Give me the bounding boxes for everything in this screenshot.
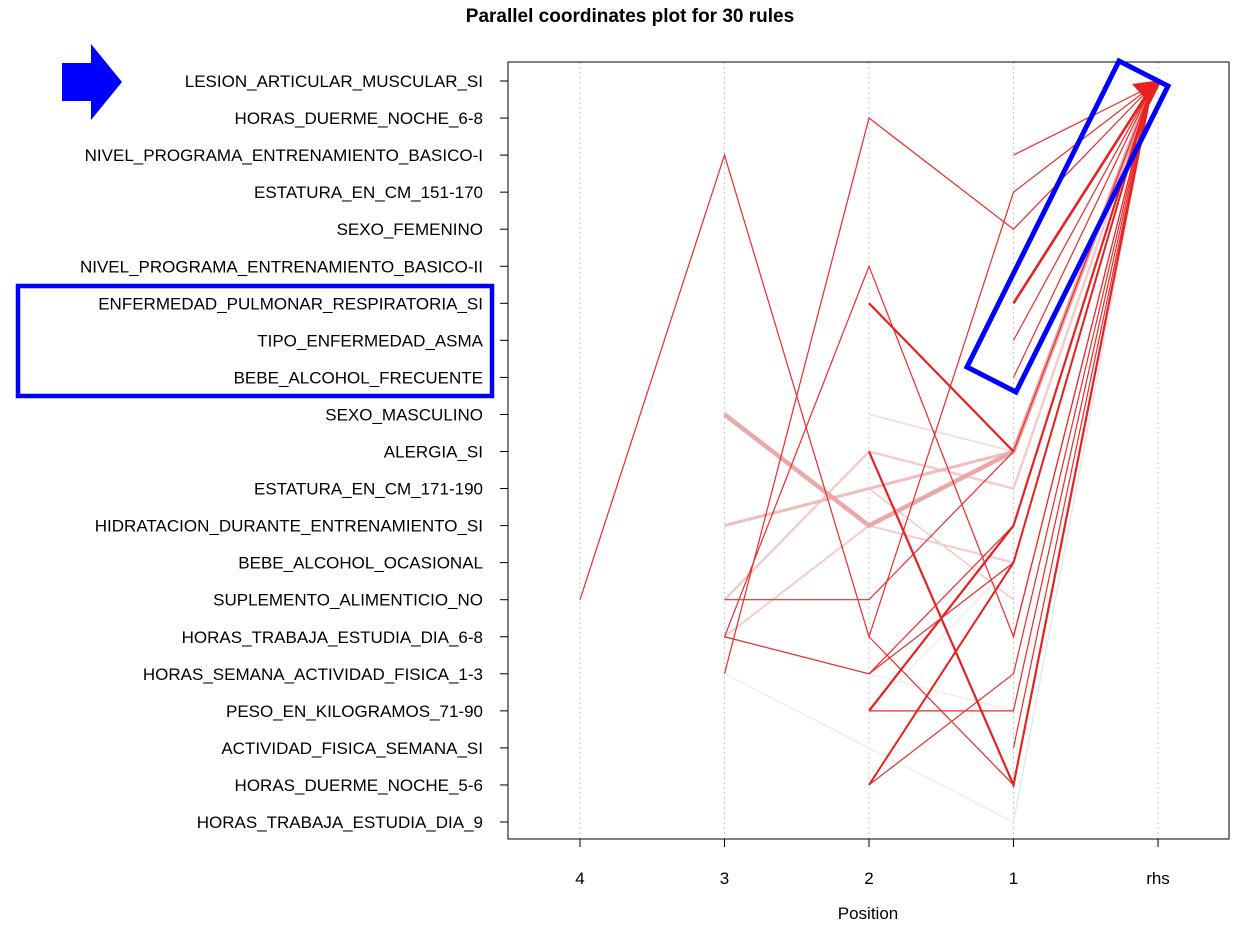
rule-line bbox=[723, 85, 1153, 639]
x-tick-label: 4 bbox=[575, 869, 584, 888]
x-tick-label: 2 bbox=[864, 869, 873, 888]
item-label: TIPO_ENFERMEDAD_ASMA bbox=[257, 331, 483, 350]
rule-line bbox=[723, 85, 1153, 638]
rule-line bbox=[868, 487, 1014, 601]
item-label: ESTATURA_EN_CM_171-190 bbox=[254, 480, 483, 499]
rule-line bbox=[868, 85, 1153, 712]
item-label: HORAS_SEMANA_ACTIVIDAD_FISICA_1-3 bbox=[143, 665, 483, 684]
rule-line bbox=[1012, 85, 1153, 341]
item-label: NIVEL_PROGRAMA_ENTRENAMIENTO_BASICO-II bbox=[80, 257, 483, 276]
rule-lines bbox=[579, 80, 1162, 824]
rule-line bbox=[1013, 85, 1153, 156]
highlight-box-rules bbox=[963, 57, 1172, 396]
item-label: ESTATURA_EN_CM_151-170 bbox=[254, 183, 483, 202]
pointer-arrow bbox=[62, 44, 122, 120]
item-label: HORAS_DUERME_NOCHE_5-6 bbox=[235, 776, 483, 795]
item-labels: LESION_ARTICULAR_MUSCULAR_SI HORAS_DUERME… bbox=[80, 72, 508, 832]
rule-line bbox=[1012, 85, 1153, 823]
x-axis: 4 3 2 1 rhs bbox=[575, 839, 1170, 888]
item-label: SUPLEMENTO_ALIMENTICIO_NO bbox=[213, 591, 483, 610]
item-label: BEBE_ALCOHOL_FRECUENTE bbox=[234, 368, 483, 387]
rule-line bbox=[868, 85, 1153, 786]
item-label: HORAS_DUERME_NOCHE_6-8 bbox=[235, 109, 483, 128]
rule-line bbox=[724, 85, 1153, 675]
rule-line bbox=[1012, 85, 1154, 304]
x-axis-title: Position bbox=[838, 904, 898, 923]
rule-line bbox=[868, 636, 1014, 786]
item-label: HIDRATACION_DURANTE_ENTRENAMIENTO_SI bbox=[95, 517, 483, 536]
item-label: ALERGIA_SI bbox=[384, 443, 483, 462]
item-label: PESO_EN_KILOGRAMOS_71-90 bbox=[226, 702, 483, 721]
x-tick-label: 3 bbox=[720, 869, 729, 888]
arrow-head bbox=[1132, 80, 1162, 104]
rule-line bbox=[723, 85, 1153, 674]
rule-line bbox=[724, 85, 1153, 824]
rule-line bbox=[868, 85, 1153, 712]
rule-line bbox=[868, 302, 1015, 453]
x-tick-label: rhs bbox=[1146, 869, 1170, 888]
item-label: ENFERMEDAD_PULMONAR_RESPIRATORIA_SI bbox=[98, 294, 483, 313]
item-label: ACTIVIDAD_FISICA_SEMANA_SI bbox=[221, 739, 483, 758]
annotations bbox=[15, 44, 1172, 399]
highlight-box-items bbox=[15, 283, 495, 399]
item-label: SEXO_MASCULINO bbox=[325, 405, 483, 424]
item-label: LESION_ARTICULAR_MUSCULAR_SI bbox=[185, 72, 483, 91]
item-label: SEXO_FEMENINO bbox=[337, 220, 483, 239]
rule-line bbox=[1012, 85, 1153, 378]
rule-line bbox=[868, 85, 1153, 786]
rule-line bbox=[1012, 85, 1153, 749]
x-tick-label: 1 bbox=[1009, 869, 1018, 888]
rule-line bbox=[1012, 85, 1153, 637]
item-label: HORAS_TRABAJA_ESTUDIA_DIA_6-8 bbox=[182, 628, 483, 647]
rule-line bbox=[724, 85, 1153, 601]
item-label: BEBE_ALCOHOL_OCASIONAL bbox=[238, 554, 483, 573]
rule-line bbox=[868, 85, 1154, 712]
rule-line bbox=[867, 85, 1154, 789]
item-label: NIVEL_PROGRAMA_ENTRENAMIENTO_BASICO-I bbox=[85, 146, 483, 165]
item-label: HORAS_TRABAJA_ESTUDIA_DIA_9 bbox=[197, 813, 483, 832]
chart-title: Parallel coordinates plot for 30 rules bbox=[466, 6, 794, 27]
rule-line bbox=[869, 85, 1153, 712]
